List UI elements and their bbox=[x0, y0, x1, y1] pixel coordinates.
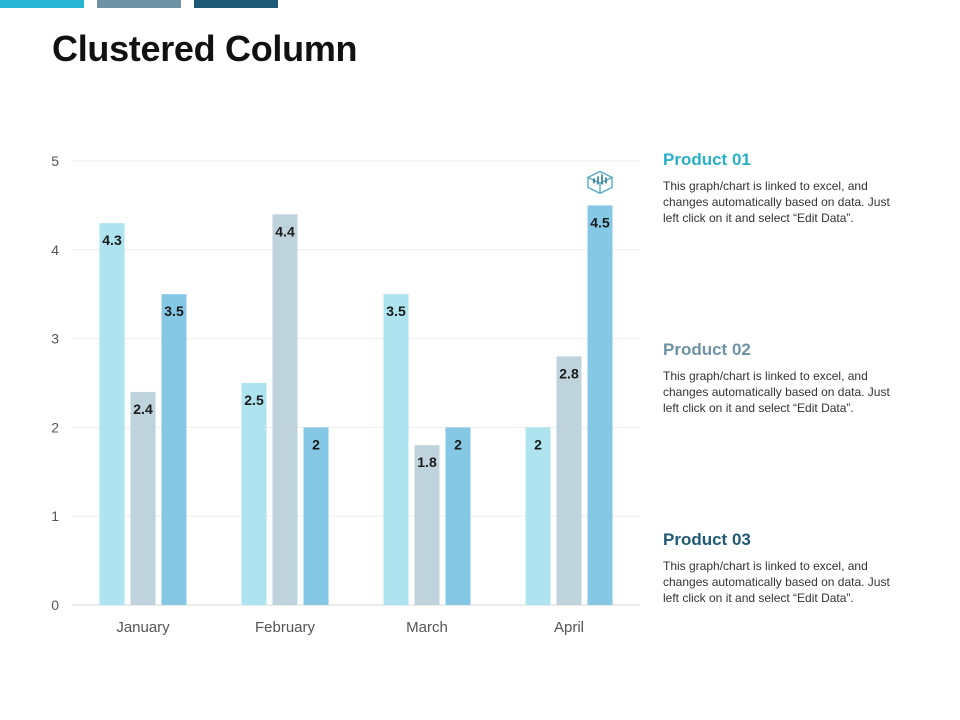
legend-title: Product 01 bbox=[663, 150, 751, 169]
y-tick-label: 4 bbox=[51, 242, 59, 258]
data-label: 2 bbox=[312, 436, 320, 452]
y-tick-label: 2 bbox=[51, 419, 59, 435]
bar bbox=[556, 356, 582, 605]
legend-item-product-02: Product 02 This graph/chart is linked to… bbox=[663, 340, 933, 416]
x-tick-label: March bbox=[406, 619, 448, 636]
bar bbox=[99, 223, 125, 605]
data-label: 1.8 bbox=[417, 454, 437, 470]
bar bbox=[161, 294, 187, 605]
bar bbox=[525, 427, 551, 605]
legend-description: This graph/chart is linked to excel, and… bbox=[663, 179, 890, 225]
x-tick-label: April bbox=[554, 619, 584, 636]
legend-item-product-01: Product 01 This graph/chart is linked to… bbox=[663, 150, 933, 226]
legend-title: Product 02 bbox=[663, 340, 751, 359]
data-label: 3.5 bbox=[386, 303, 406, 319]
bar bbox=[587, 205, 613, 605]
data-label: 4.3 bbox=[102, 232, 122, 248]
bar bbox=[272, 214, 298, 605]
data-label: 3.5 bbox=[164, 303, 184, 319]
data-label: 2.8 bbox=[559, 365, 579, 381]
bar bbox=[130, 391, 156, 605]
bar bbox=[241, 383, 267, 605]
x-tick-label: February bbox=[255, 619, 316, 636]
bar bbox=[303, 427, 329, 605]
page-title: Clustered Column bbox=[52, 28, 358, 69]
legend-title: Product 03 bbox=[663, 530, 751, 549]
data-label: 2.5 bbox=[244, 392, 264, 408]
accent-bar-3 bbox=[194, 0, 278, 8]
data-label: 2 bbox=[534, 436, 542, 452]
bar bbox=[445, 427, 471, 605]
accent-bar-2 bbox=[97, 0, 181, 8]
chart-growth-icon bbox=[586, 170, 614, 195]
y-tick-label: 0 bbox=[51, 597, 59, 613]
data-label: 2 bbox=[454, 436, 462, 452]
legend-description: This graph/chart is linked to excel, and… bbox=[663, 559, 890, 605]
legend-item-product-03: Product 03 This graph/chart is linked to… bbox=[663, 530, 933, 606]
y-tick-label: 5 bbox=[51, 153, 59, 169]
y-tick-label: 1 bbox=[51, 508, 59, 524]
y-tick-label: 3 bbox=[51, 331, 59, 347]
accent-bar-1 bbox=[0, 0, 84, 8]
data-label: 4.4 bbox=[275, 223, 295, 239]
data-label: 2.4 bbox=[133, 401, 153, 417]
x-tick-label: January bbox=[116, 619, 170, 636]
legend-description: This graph/chart is linked to excel, and… bbox=[663, 369, 890, 415]
data-label: 4.5 bbox=[590, 214, 610, 230]
bar bbox=[383, 294, 409, 605]
bar bbox=[414, 445, 440, 605]
